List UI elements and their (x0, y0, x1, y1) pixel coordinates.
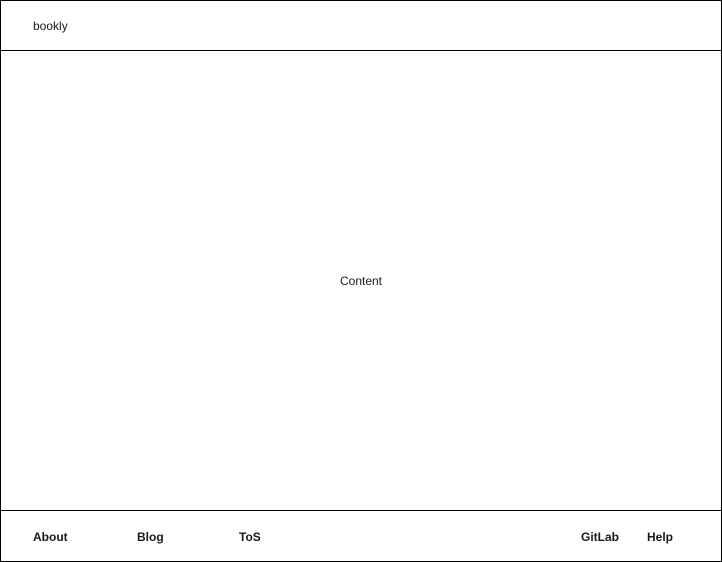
brand-logo-link[interactable]: bookly (33, 19, 68, 33)
footer-link-tos[interactable]: ToS (239, 530, 261, 544)
content-placeholder: Content (339, 274, 383, 288)
footer-link-help[interactable]: Help (647, 530, 674, 544)
footer-link-gitlab[interactable]: GitLab (581, 530, 619, 544)
footer-link-blog[interactable]: Blog (137, 530, 164, 544)
site-footer: About Blog ToS GitLab Help (1, 510, 721, 562)
site-header: bookly (1, 1, 721, 51)
main-content-area: Content (1, 51, 721, 510)
footer-link-about[interactable]: About (33, 530, 68, 544)
